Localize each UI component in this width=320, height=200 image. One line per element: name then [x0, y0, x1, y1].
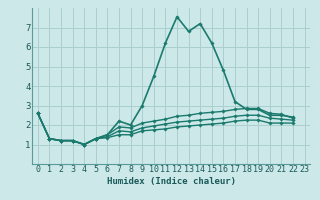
- X-axis label: Humidex (Indice chaleur): Humidex (Indice chaleur): [107, 177, 236, 186]
